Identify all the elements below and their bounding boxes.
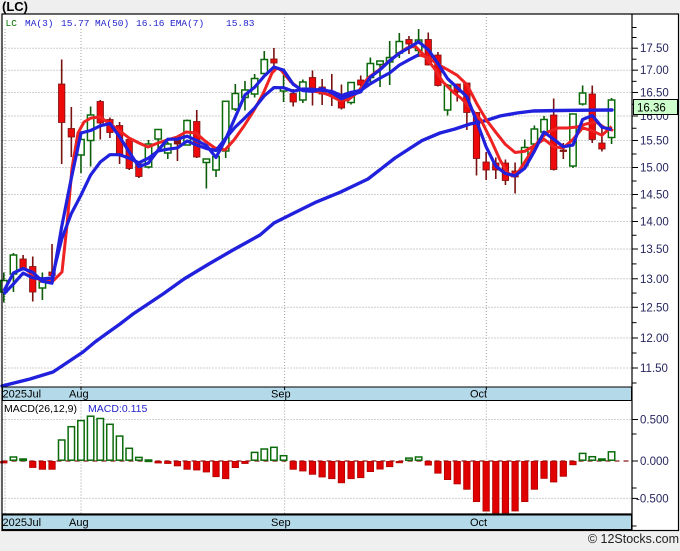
svg-text:13.50: 13.50	[640, 244, 669, 256]
svg-text:15.50: 15.50	[640, 136, 669, 148]
svg-text:Oct: Oct	[470, 389, 487, 401]
svg-text:13.00: 13.00	[640, 274, 669, 286]
svg-text:15.77: 15.77	[61, 18, 90, 29]
svg-text:MA(50): MA(50)	[95, 18, 129, 29]
svg-text:15.00: 15.00	[640, 163, 669, 175]
svg-text:0.500: 0.500	[640, 415, 669, 427]
svg-text:15.83: 15.83	[226, 18, 255, 29]
svg-text:EMA(7): EMA(7)	[170, 18, 204, 29]
svg-text:Oct: Oct	[470, 517, 487, 529]
svg-text:(LC): (LC)	[2, 0, 28, 14]
svg-text:16.36: 16.36	[637, 103, 666, 115]
svg-text:© 12Stocks.com: © 12Stocks.com	[588, 532, 679, 546]
svg-text:0.000: 0.000	[640, 456, 669, 468]
svg-text:Sep: Sep	[271, 517, 291, 529]
svg-text:14.50: 14.50	[640, 190, 669, 202]
svg-text:12.50: 12.50	[640, 302, 669, 314]
svg-text:Aug: Aug	[69, 389, 89, 401]
svg-text:2025Jul: 2025Jul	[3, 517, 42, 529]
svg-text:16.16: 16.16	[136, 18, 165, 29]
svg-text:14.00: 14.00	[640, 217, 669, 229]
svg-text:Sep: Sep	[271, 389, 291, 401]
svg-text:MACD(26,12,9): MACD(26,12,9)	[4, 403, 77, 415]
svg-text:-0.500: -0.500	[636, 493, 669, 505]
svg-text:17.00: 17.00	[640, 65, 669, 77]
svg-text:16.50: 16.50	[640, 88, 669, 100]
svg-text:MACD:0.115: MACD:0.115	[88, 403, 147, 415]
svg-text:17.50: 17.50	[640, 43, 669, 55]
svg-text:LC: LC	[6, 18, 18, 29]
svg-text:11.50: 11.50	[640, 363, 668, 375]
svg-text:MA(3): MA(3)	[25, 18, 54, 29]
svg-text:12.00: 12.00	[640, 333, 669, 345]
svg-text:Aug: Aug	[69, 517, 89, 529]
svg-text:2025Jul: 2025Jul	[3, 389, 42, 401]
